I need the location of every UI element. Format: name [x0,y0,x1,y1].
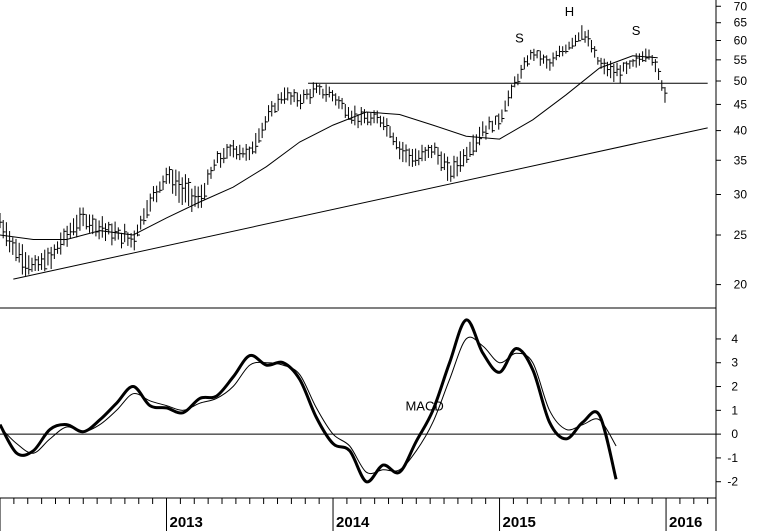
macd-signal-line [0,336,617,475]
price-y-tick-label: 65 [734,16,748,30]
price-y-tick-label: 60 [734,34,748,48]
pattern-annotation: H [565,4,574,19]
x-axis: 2013 2014 2015 2016 [0,497,716,531]
pattern-annotation: S [515,30,524,45]
price-y-tick-label: 70 [734,0,748,13]
price-y-tick-label: 45 [734,97,748,111]
price-y-tick-label: 30 [734,188,748,202]
macd-y-tick-label: -2 [727,475,738,489]
macd-y-tick-label: 2 [731,380,738,394]
macd-y-tick-label: 3 [731,356,738,370]
macd-y-tick-label: 0 [731,427,738,441]
macd-y-tick-label: -1 [727,451,738,465]
price-y-tick-label: 50 [734,74,748,88]
pattern-annotation: S [632,23,641,38]
moving-average-line [0,55,658,240]
price-y-tick-label: 55 [734,53,748,67]
macd-main-line [0,318,618,484]
price-panel: 20 25 30 35 40 45 50 55 60 65 70 S H S [0,0,747,292]
x-year-label: 2016 [669,514,702,531]
price-y-tick-label: 35 [734,153,748,167]
price-y-tick-label: 25 [734,228,748,242]
x-year-label: 2014 [336,514,370,531]
price-y-tick-label: 20 [734,278,748,292]
macd-y-tick-label: 4 [731,332,738,346]
price-y-tick-label: 40 [734,124,748,138]
x-year-label: 2015 [503,514,536,531]
macd-y-tick-label: 1 [731,403,738,417]
x-year-label: 2013 [170,514,203,531]
trendline [13,127,708,280]
